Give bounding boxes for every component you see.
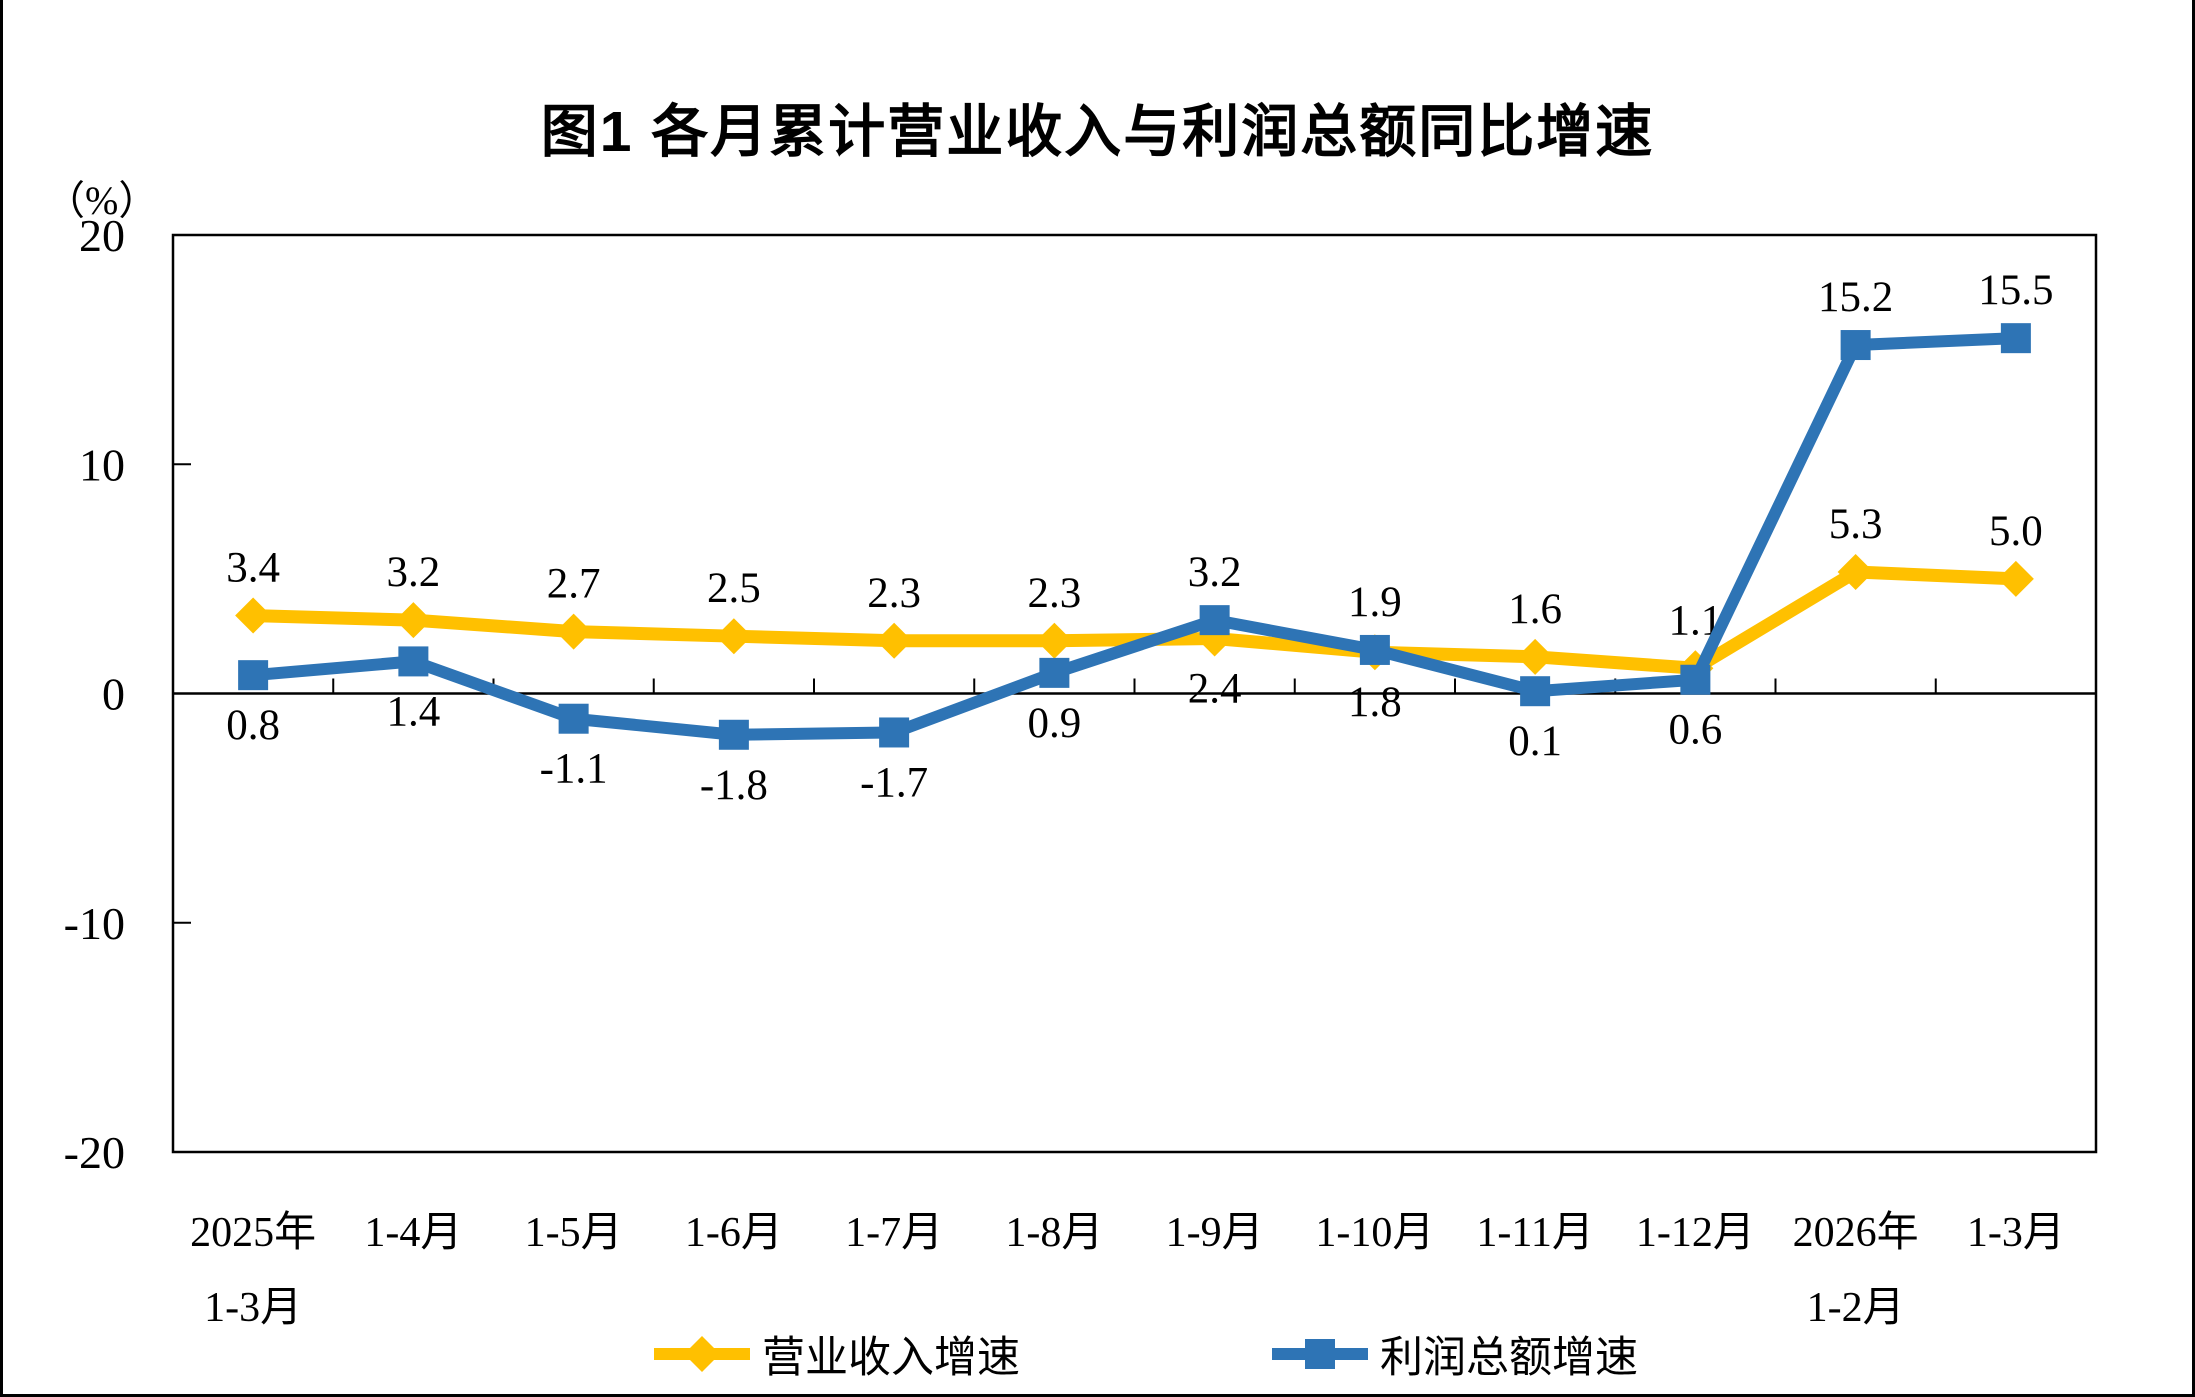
x-axis-category-label: 2026年: [1793, 1209, 1919, 1256]
series-1-marker: [558, 703, 589, 734]
legend-item-profit: 利润总额增速: [1270, 1323, 1638, 1385]
y-axis-tick-label: 10: [79, 439, 125, 490]
x-axis-category-label: 1-3月: [1967, 1210, 2065, 1256]
data-label: 5.0: [1989, 508, 2043, 555]
x-axis-category-label: 1-3月: [204, 1285, 302, 1331]
series-1-marker: [1039, 657, 1070, 688]
y-axis-tick-label: 20: [79, 210, 125, 261]
legend-item-revenue: 营业收入增速: [652, 1323, 1020, 1385]
data-label: -1.1: [540, 746, 608, 793]
series-0-marker: [235, 597, 272, 634]
chart-svg: 20 10 0 -10 -20 2025年 1-3月 1-4月 1-5月 1-6月 1-7月 1-8月…: [64, 210, 2098, 1331]
x-axis-category-label: 1-2月: [1807, 1285, 1905, 1331]
series-1-marker: [1199, 605, 1230, 636]
data-label: 15.5: [1978, 267, 2053, 314]
series-0-marker: [876, 622, 913, 659]
legend: 营业收入增速 利润总额增速: [3, 1328, 2192, 1382]
x-axis-category-label: 1-6月: [685, 1210, 783, 1256]
y-axis-tick-label: 0: [102, 669, 125, 720]
data-label: 2.5: [707, 565, 761, 612]
data-label: 1.6: [1508, 586, 1562, 633]
profit-series-line-square-icon: [1272, 1339, 1368, 1369]
data-label: -1.8: [700, 762, 768, 809]
data-label: 3.4: [226, 545, 280, 592]
x-axis-category-label: 1-10月: [1315, 1210, 1434, 1256]
x-axis-category-label: 1-12月: [1636, 1210, 1755, 1256]
x-axis-category-label: 1-5月: [525, 1210, 623, 1256]
chart-title: 图1 各月累计营业收入与利润总额同比增速: [540, 100, 1655, 164]
x-axis-category-label: 1-11月: [1476, 1210, 1593, 1256]
data-label: -1.7: [860, 759, 928, 806]
series-0-marker: [715, 618, 752, 655]
data-label: 0.6: [1669, 707, 1723, 754]
data-label: 2.4: [1188, 665, 1242, 712]
data-label: 5.3: [1829, 501, 1883, 548]
series-1-marker: [1840, 330, 1871, 361]
series-0-marker: [1517, 638, 1554, 675]
data-label: 2.3: [1028, 570, 1082, 617]
series-1-marker: [1520, 676, 1551, 707]
legend-marker: [684, 1336, 720, 1372]
data-label: 0.1: [1508, 718, 1562, 765]
y-axis-tick-label: -10: [64, 898, 125, 949]
x-axis-category-label: 2025年: [190, 1209, 316, 1256]
series-0-marker: [1036, 622, 1073, 659]
data-label: 3.2: [387, 549, 441, 596]
legend-label-profit: 利润总额增速: [1380, 1335, 1638, 1382]
series-line-0: [246, 565, 2023, 675]
data-label: 1.4: [387, 688, 441, 735]
series-1-marker: [1359, 634, 1390, 665]
series-1-marker: [718, 719, 749, 750]
data-label: 0.9: [1028, 700, 1082, 747]
series-1-marker: [879, 717, 910, 748]
data-label: 15.2: [1818, 274, 1893, 321]
x-axis-category-label: 1-9月: [1166, 1210, 1264, 1256]
data-label: 2.7: [547, 561, 601, 608]
data-label: 2.3: [867, 570, 921, 617]
series-1-marker: [1680, 664, 1711, 695]
data-label: 1.9: [1348, 579, 1402, 626]
x-axis-category-label: 1-7月: [845, 1210, 943, 1256]
series-1-marker: [238, 660, 269, 691]
series-1-marker: [398, 646, 429, 677]
series-1-marker: [2000, 323, 2031, 354]
y-axis-tick-label: -20: [64, 1127, 125, 1178]
legend-marker: [1305, 1339, 1335, 1369]
series-0-marker: [395, 602, 432, 639]
x-axis-category-label: 1-4月: [364, 1210, 462, 1256]
x-axis-category-label: 1-8月: [1005, 1210, 1103, 1256]
legend-label-revenue: 营业收入增速: [762, 1335, 1020, 1382]
data-label: 3.2: [1188, 549, 1242, 596]
series-0-marker: [1997, 560, 2034, 597]
data-label: 1.8: [1348, 679, 1402, 726]
revenue-series-line-diamond-icon: [654, 1336, 750, 1372]
data-label: 0.8: [226, 702, 280, 749]
series-0-marker: [555, 613, 592, 650]
series-line-1: [247, 332, 2022, 741]
y-axis-unit-label: （%）: [45, 178, 159, 223]
series-0-marker: [1837, 553, 1874, 590]
